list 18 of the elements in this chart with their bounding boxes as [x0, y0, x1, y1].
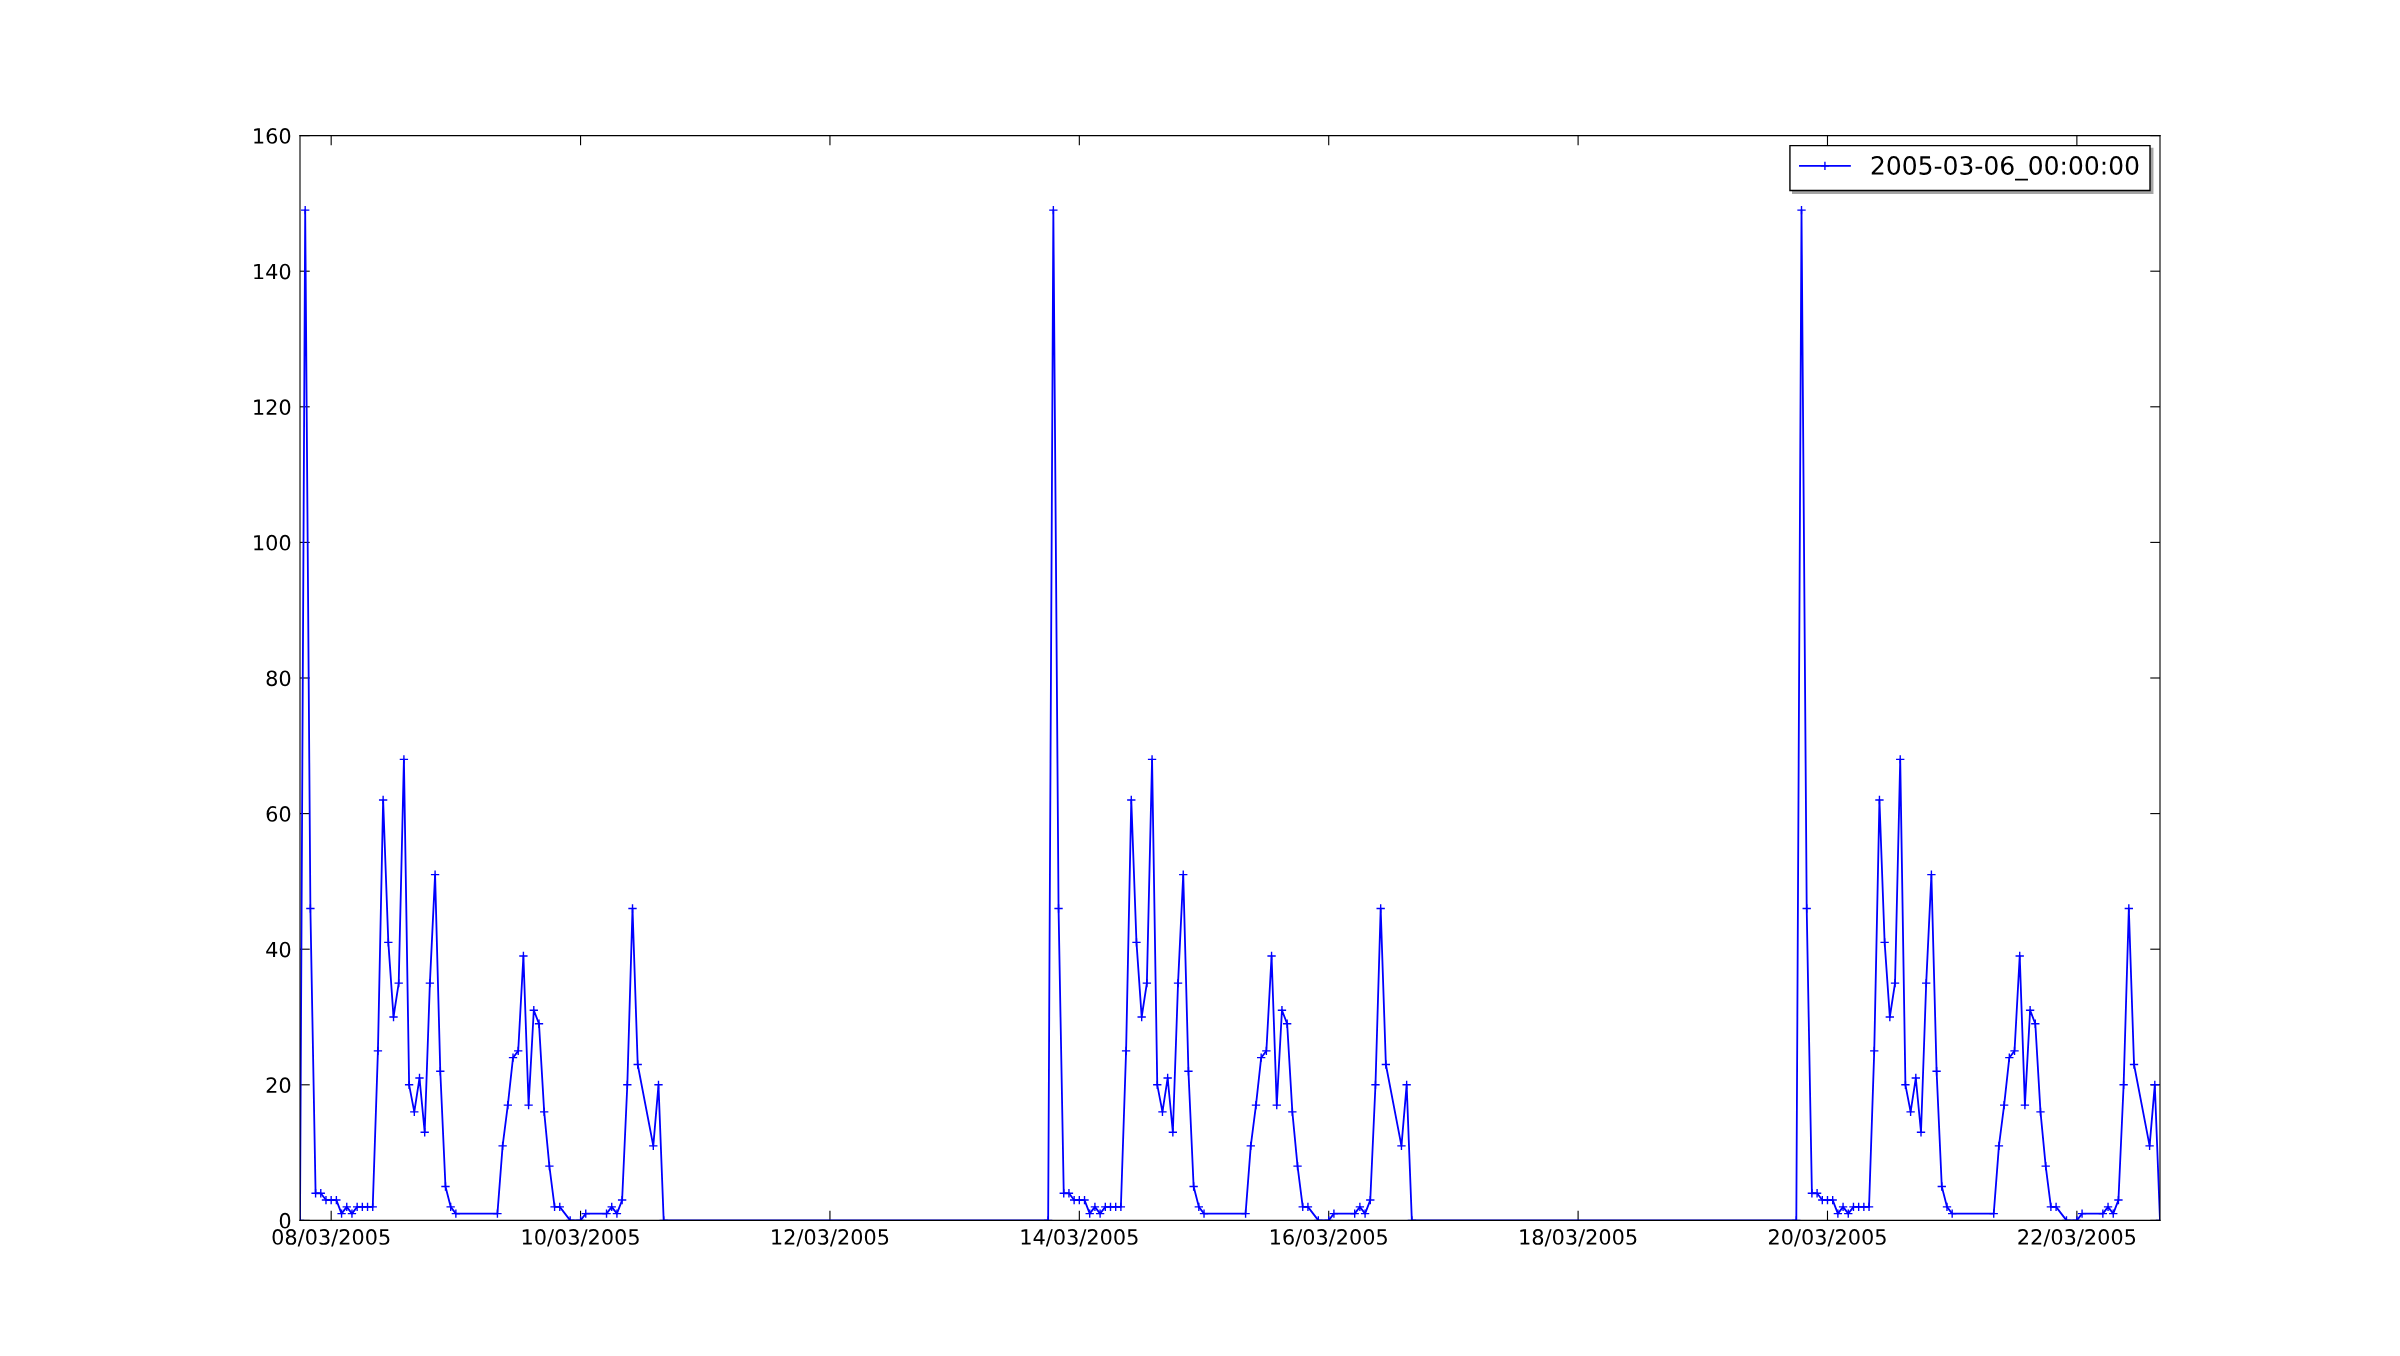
- x-tick-label: 08/03/2005: [272, 1229, 390, 1247]
- x-tick-label: 10/03/2005: [522, 1229, 639, 1247]
- x-tick-label: 14/03/2005: [1021, 1229, 1138, 1247]
- y-tick-label: 20: [266, 1077, 291, 1094]
- legend-label: 2005-03-06_00:00:00: [1871, 156, 2139, 181]
- y-tick-label: 120: [254, 399, 291, 416]
- y-tick-label: 40: [266, 941, 291, 958]
- y-tick-label: 160: [254, 128, 291, 144]
- y-tick-label: 140: [254, 263, 291, 280]
- y-tick-label: 0: [279, 1212, 291, 1229]
- x-tick-label: 22/03/2005: [2018, 1229, 2136, 1247]
- x-tick-label: 20/03/2005: [1768, 1229, 1886, 1247]
- x-tick-label: 16/03/2005: [1270, 1229, 1387, 1247]
- y-tick-label: 60: [266, 806, 291, 822]
- y-tick-label: 80: [266, 670, 291, 687]
- x-tick-label: 12/03/2005: [772, 1229, 889, 1247]
- y-tick-label: 100: [254, 534, 291, 551]
- x-tick-label: 18/03/2005: [1520, 1229, 1637, 1247]
